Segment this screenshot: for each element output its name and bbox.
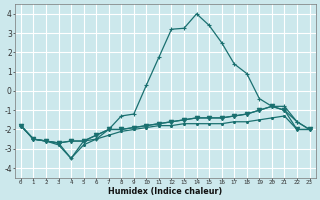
X-axis label: Humidex (Indice chaleur): Humidex (Indice chaleur) xyxy=(108,187,222,196)
